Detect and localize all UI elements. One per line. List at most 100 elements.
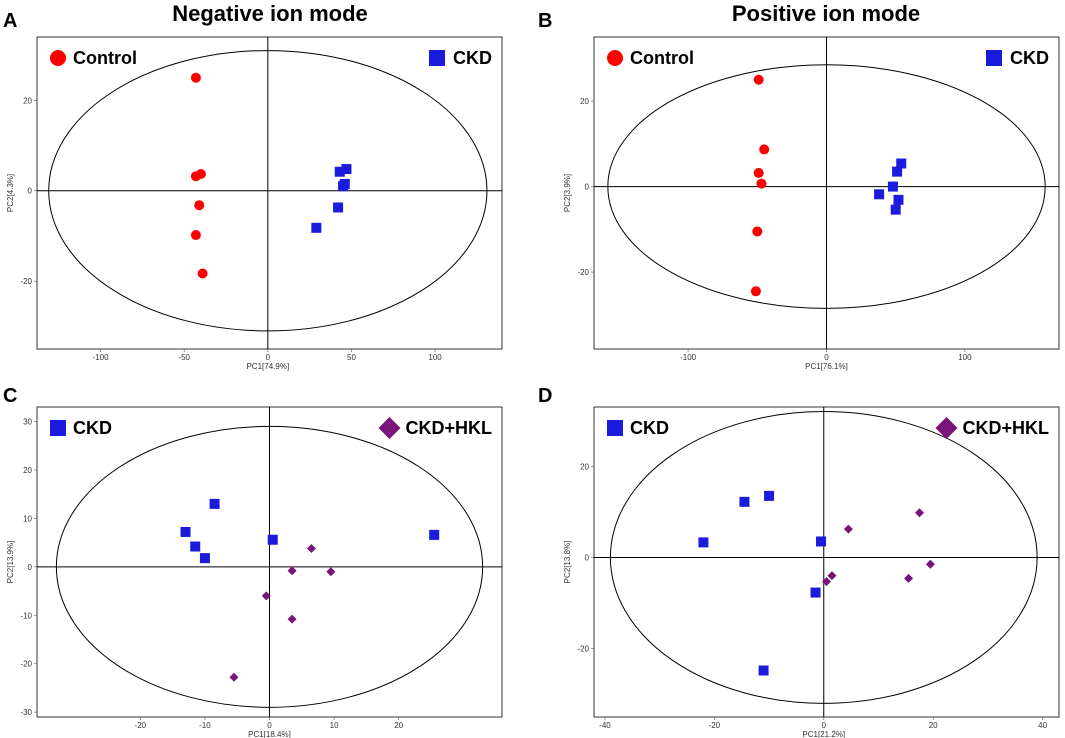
legend-marker-right-d xyxy=(935,417,958,439)
x-axis-label-b: PC1[76.1%] xyxy=(805,362,848,371)
x-axis-label-a: PC1[74.9%] xyxy=(246,362,289,371)
y-tick-label-c: 20 xyxy=(23,466,32,475)
panel-c: C -20 -10 0 10 20 -30 -20 -10 0 10 20 30 PC1[18.4%] PC… xyxy=(3,385,503,738)
legend-label-left-b: Control xyxy=(630,48,694,68)
y-tick-label-c: -30 xyxy=(20,708,32,717)
legend-marker-left-a xyxy=(50,50,66,66)
data-point-control-b xyxy=(756,178,767,189)
data-point-ckd-d xyxy=(758,665,769,676)
data-point-control-b xyxy=(753,167,764,178)
data-point-ckd-d xyxy=(698,537,709,548)
data-point-ckd-a xyxy=(333,202,344,213)
legend-label-right-c: CKD+HKL xyxy=(405,418,492,438)
y-tick-label-d: 20 xyxy=(580,462,589,471)
confidence-ellipse-b xyxy=(607,64,1046,309)
panel-letter-d: D xyxy=(538,385,552,407)
data-point-ckd-hkl-d xyxy=(822,577,831,587)
y-tick-label-c: -20 xyxy=(20,660,32,669)
y-tick-label-d: -20 xyxy=(577,645,589,654)
x-tick-label-b: -100 xyxy=(680,353,697,362)
panel-letter-b: B xyxy=(538,10,552,32)
data-point-ckd-hkl-d xyxy=(827,571,837,581)
data-point-control-a xyxy=(194,200,205,211)
legend-label-right-a: CKD xyxy=(453,48,492,68)
legend-label-left-c: CKD xyxy=(73,418,112,438)
y-tick-label-b: -20 xyxy=(577,268,589,277)
data-point-control-a xyxy=(195,169,206,180)
column-title-positive: Positive ion mode xyxy=(732,1,920,26)
data-point-ckd-hkl-c xyxy=(326,567,336,577)
legend-marker-right-c xyxy=(378,417,401,439)
x-tick-label-c: 10 xyxy=(330,721,339,730)
data-point-ckd-d xyxy=(739,496,750,507)
data-point-ckd-hkl-c xyxy=(306,543,316,553)
data-point-ckd-c xyxy=(190,541,201,552)
confidence-ellipse-d xyxy=(609,411,1038,704)
y-tick-label-c: 10 xyxy=(23,514,32,523)
data-point-control-a xyxy=(197,268,208,279)
x-tick-label-d: 40 xyxy=(1038,721,1047,730)
y-tick-label-c: 30 xyxy=(23,418,32,427)
legend-label-right-b: CKD xyxy=(1010,48,1049,68)
legend-label-left-a: Control xyxy=(73,48,137,68)
data-point-control-b xyxy=(750,286,761,297)
data-point-ckd-b xyxy=(890,204,901,215)
data-point-control-b xyxy=(752,226,763,237)
data-point-control-a xyxy=(190,230,201,241)
x-tick-label-a: -50 xyxy=(178,353,190,362)
data-point-ckd-d xyxy=(764,490,775,501)
x-tick-label-d: -40 xyxy=(599,721,611,730)
y-axis-label-a: PC2[4.3%] xyxy=(6,174,15,212)
data-point-ckd-b xyxy=(896,158,907,169)
data-point-ckd-c xyxy=(429,529,440,540)
data-point-ckd-b xyxy=(874,189,885,200)
data-point-ckd-a xyxy=(341,164,352,175)
legend-marker-right-b xyxy=(986,50,1002,66)
y-tick-label-d: 0 xyxy=(585,553,590,562)
y-tick-label-c: -10 xyxy=(20,611,32,620)
x-tick-label-a: 50 xyxy=(347,353,356,362)
x-tick-label-d: 20 xyxy=(929,721,938,730)
data-point-ckd-hkl-c xyxy=(261,591,271,601)
data-point-ckd-hkl-d xyxy=(904,573,914,583)
x-axis-label-d: PC1[21.2%] xyxy=(802,730,845,738)
data-point-ckd-d xyxy=(816,536,827,547)
data-point-ckd-hkl-d xyxy=(925,559,935,569)
panel-b: B -100 0 100 -20 0 20 PC1[76.1%] PC2[3.9%] Contro… xyxy=(538,10,1060,371)
data-point-ckd-hkl-c xyxy=(287,566,297,576)
data-point-control-b xyxy=(753,74,764,85)
data-point-ckd-c xyxy=(199,553,210,564)
data-point-ckd-c xyxy=(209,498,220,509)
y-tick-label-c: 0 xyxy=(28,563,33,572)
legend-marker-right-a xyxy=(429,50,445,66)
data-point-ckd-b xyxy=(892,166,903,177)
x-tick-label-c: -10 xyxy=(199,721,211,730)
data-point-ckd-d xyxy=(810,587,821,598)
x-tick-label-b: 0 xyxy=(824,353,829,362)
x-axis-label-c: PC1[18.4%] xyxy=(248,730,291,738)
y-tick-label-b: 20 xyxy=(580,97,589,106)
data-point-ckd-c xyxy=(180,526,191,537)
plot-frame-a xyxy=(36,36,503,350)
legend-marker-left-c xyxy=(50,420,66,436)
data-point-control-a xyxy=(190,72,201,83)
x-tick-label-a: 100 xyxy=(428,353,442,362)
column-title-negative: Negative ion mode xyxy=(172,1,368,26)
x-tick-label-c: 0 xyxy=(267,721,272,730)
data-point-ckd-b xyxy=(893,194,904,205)
panel-letter-c: C xyxy=(3,385,17,407)
y-tick-label-a: -20 xyxy=(20,277,32,286)
legend-label-left-d: CKD xyxy=(630,418,669,438)
y-tick-label-a: 0 xyxy=(28,187,33,196)
plot-frame-d xyxy=(593,406,1060,718)
confidence-ellipse-c xyxy=(55,425,484,708)
y-tick-label-b: 0 xyxy=(585,183,590,192)
x-tick-label-a: -100 xyxy=(93,353,110,362)
panel-letter-a: A xyxy=(3,10,17,32)
data-point-ckd-c xyxy=(267,534,278,545)
y-axis-label-c: PC2[13.9%] xyxy=(6,541,15,584)
panel-a: A -100 -50 0 50 100 -20 0 20 PC1[74.9%] PC2[4.3%] C… xyxy=(3,10,503,371)
data-point-ckd-a xyxy=(338,181,349,192)
data-point-ckd-a xyxy=(311,222,322,233)
y-axis-label-d: PC2[13.8%] xyxy=(563,541,572,584)
